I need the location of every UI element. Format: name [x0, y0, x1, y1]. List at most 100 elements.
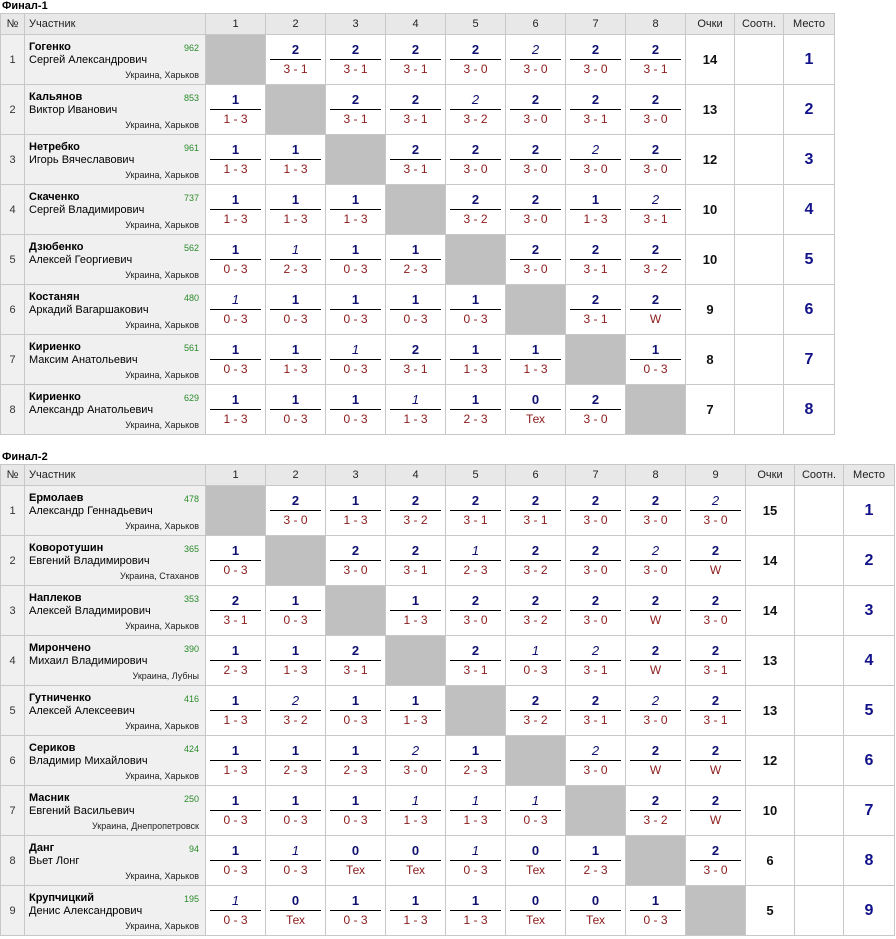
match-cell[interactable]: 0 Тех	[385, 835, 446, 886]
match-cell[interactable]: 1 2 - 3	[445, 535, 506, 586]
match-cell[interactable]: 2 3 - 2	[385, 485, 446, 536]
match-cell[interactable]: 2 3 - 0	[385, 735, 446, 786]
match-cell[interactable]: 2 3 - 1	[685, 635, 746, 686]
match-cell[interactable]: 2 3 - 1	[385, 84, 446, 135]
match-cell[interactable]: 1 1 - 3	[205, 134, 266, 185]
match-cell[interactable]: 2 3 - 1	[565, 84, 626, 135]
match-cell[interactable]: 2 3 - 0	[505, 134, 566, 185]
match-cell[interactable]: 1 2 - 3	[325, 735, 386, 786]
match-cell[interactable]: 2 3 - 0	[685, 835, 746, 886]
match-cell[interactable]: 2 3 - 0	[505, 184, 566, 235]
player-surname[interactable]: Дзюбенко	[29, 241, 84, 253]
player-surname[interactable]: Кальянов	[29, 91, 83, 103]
match-cell[interactable]: 0 Тех	[265, 885, 326, 936]
match-cell[interactable]: 2 3 - 0	[625, 685, 686, 736]
match-cell[interactable]: 2 3 - 1	[445, 485, 506, 536]
match-cell[interactable]: 1 1 - 3	[385, 785, 446, 836]
match-cell[interactable]: 2 3 - 0	[565, 384, 626, 435]
match-cell[interactable]: 2 3 - 0	[565, 735, 626, 786]
match-cell[interactable]: 2 3 - 0	[505, 234, 566, 285]
match-cell[interactable]: 0 Тех	[505, 384, 566, 435]
player-surname[interactable]: Наплеков	[29, 592, 82, 604]
match-cell[interactable]: 0 Тех	[505, 885, 566, 936]
match-cell[interactable]: 2 3 - 1	[385, 535, 446, 586]
match-cell[interactable]: 1 1 - 3	[205, 184, 266, 235]
match-cell[interactable]: 2 3 - 2	[445, 184, 506, 235]
match-cell[interactable]: 2 3 - 2	[445, 84, 506, 135]
match-cell[interactable]: 1 0 - 3	[205, 835, 266, 886]
match-cell[interactable]: 2 3 - 1	[265, 34, 326, 85]
match-cell[interactable]: 1 1 - 3	[205, 84, 266, 135]
match-cell[interactable]: 2 3 - 0	[565, 134, 626, 185]
match-cell[interactable]: 0 Тех	[565, 885, 626, 936]
match-cell[interactable]: 2 3 - 1	[325, 84, 386, 135]
match-cell[interactable]: 1 2 - 3	[385, 234, 446, 285]
match-cell[interactable]: 2 3 - 0	[445, 34, 506, 85]
match-cell[interactable]: 2 3 - 0	[625, 84, 686, 135]
match-cell[interactable]: 2 3 - 1	[385, 34, 446, 85]
match-cell[interactable]: 2 3 - 0	[565, 485, 626, 536]
match-cell[interactable]: 1 0 - 3	[205, 535, 266, 586]
match-cell[interactable]: 2 3 - 2	[625, 785, 686, 836]
match-cell[interactable]: 1 0 - 3	[625, 334, 686, 385]
player-surname[interactable]: Кириенко	[29, 341, 81, 353]
match-cell[interactable]: 2 3 - 2	[505, 535, 566, 586]
match-cell[interactable]: 2 3 - 1	[325, 635, 386, 686]
match-cell[interactable]: 1 1 - 3	[385, 585, 446, 636]
match-cell[interactable]: 2 3 - 1	[565, 685, 626, 736]
match-cell[interactable]: 2 3 - 1	[385, 134, 446, 185]
player-surname[interactable]: Сериков	[29, 742, 76, 754]
match-cell[interactable]: 2 3 - 0	[565, 34, 626, 85]
match-cell[interactable]: 1 1 - 3	[325, 485, 386, 536]
match-cell[interactable]: 2 3 - 2	[625, 234, 686, 285]
match-cell[interactable]: 1 0 - 3	[325, 234, 386, 285]
match-cell[interactable]: 2 3 - 2	[505, 685, 566, 736]
match-cell[interactable]: 2 3 - 0	[265, 485, 326, 536]
match-cell[interactable]: 2 3 - 0	[505, 84, 566, 135]
match-cell[interactable]: 1 1 - 3	[325, 184, 386, 235]
match-cell[interactable]: 1 0 - 3	[445, 284, 506, 335]
match-cell[interactable]: 2 3 - 0	[505, 34, 566, 85]
player-surname[interactable]: Масник	[29, 792, 70, 804]
match-cell[interactable]: 1 2 - 3	[205, 635, 266, 686]
match-cell[interactable]: 1 0 - 3	[205, 234, 266, 285]
match-cell[interactable]: 1 0 - 3	[205, 334, 266, 385]
match-cell[interactable]: 2 3 - 0	[685, 485, 746, 536]
match-cell[interactable]: 2 3 - 0	[625, 134, 686, 185]
player-surname[interactable]: Коворотушин	[29, 542, 104, 554]
match-cell[interactable]: 1 1 - 3	[265, 635, 326, 686]
match-cell[interactable]: 1 1 - 3	[205, 384, 266, 435]
match-cell[interactable]: 1 0 - 3	[325, 284, 386, 335]
match-cell[interactable]: 1 0 - 3	[265, 785, 326, 836]
match-cell[interactable]: 2 3 - 0	[625, 535, 686, 586]
match-cell[interactable]: 1 2 - 3	[265, 234, 326, 285]
match-cell[interactable]: 1 0 - 3	[625, 885, 686, 936]
match-cell[interactable]: 2 3 - 2	[265, 685, 326, 736]
match-cell[interactable]: 2 3 - 0	[445, 134, 506, 185]
match-cell[interactable]: 1 0 - 3	[205, 885, 266, 936]
match-cell[interactable]: 2 3 - 1	[565, 635, 626, 686]
match-cell[interactable]: 1 1 - 3	[445, 334, 506, 385]
match-cell[interactable]: 1 0 - 3	[265, 284, 326, 335]
match-cell[interactable]: 1 0 - 3	[445, 835, 506, 886]
match-cell[interactable]: 2 3 - 1	[445, 635, 506, 686]
match-cell[interactable]: 1 2 - 3	[265, 735, 326, 786]
match-cell[interactable]: 2 3 - 0	[325, 535, 386, 586]
match-cell[interactable]: 1 1 - 3	[445, 785, 506, 836]
player-surname[interactable]: Мирончено	[29, 642, 91, 654]
match-cell[interactable]: 1 0 - 3	[325, 334, 386, 385]
match-cell[interactable]: 2 3 - 1	[625, 184, 686, 235]
match-cell[interactable]: 2 3 - 1	[565, 284, 626, 335]
match-cell[interactable]: 2 3 - 0	[565, 585, 626, 636]
match-cell[interactable]: 1 0 - 3	[385, 284, 446, 335]
match-cell[interactable]: 2 3 - 1	[625, 34, 686, 85]
player-surname[interactable]: Кириенко	[29, 391, 81, 403]
match-cell[interactable]: 2 3 - 1	[685, 685, 746, 736]
player-surname[interactable]: Скаченко	[29, 191, 80, 203]
match-cell[interactable]: 1 0 - 3	[265, 384, 326, 435]
